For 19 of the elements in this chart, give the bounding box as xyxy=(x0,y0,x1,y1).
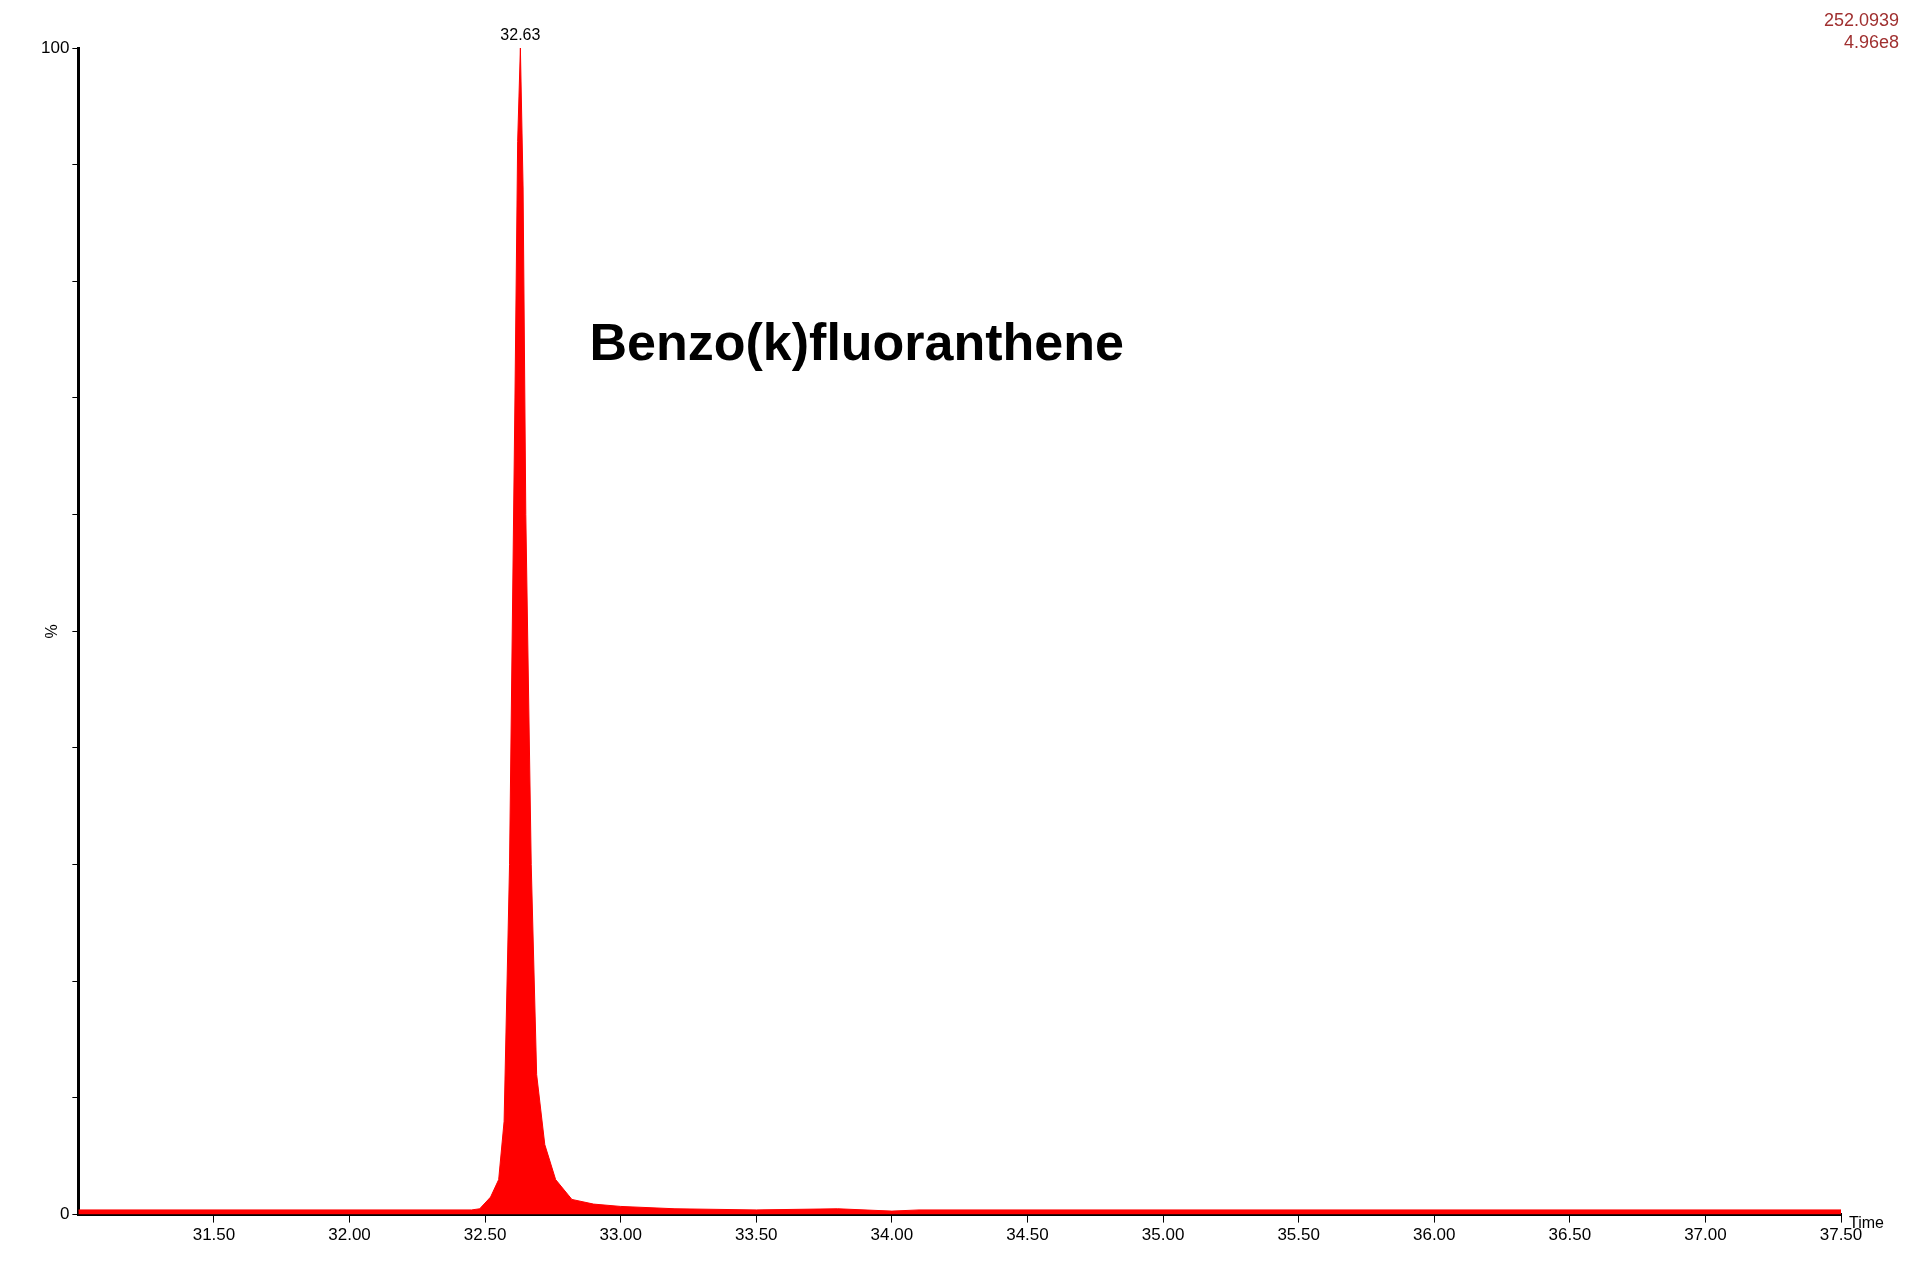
x-tick-label: 37.00 xyxy=(1684,1225,1727,1245)
x-tick-label: 35.50 xyxy=(1277,1225,1320,1245)
x-tick-label: 36.50 xyxy=(1548,1225,1592,1245)
x-tick-label: 32.50 xyxy=(463,1225,507,1245)
y-tick-label: 100 xyxy=(40,37,70,57)
y-tick-label: 0 xyxy=(59,1204,70,1224)
x-tick-label: 33.50 xyxy=(735,1225,778,1245)
text: 4.96e8 xyxy=(1843,31,1899,52)
x-tick-label: 34.50 xyxy=(1006,1225,1049,1245)
x-tick-label: 32.00 xyxy=(328,1225,371,1245)
y-axis-title: % xyxy=(42,624,60,639)
x-tick-label: 31.50 xyxy=(192,1225,236,1245)
x-tick-label: 35.00 xyxy=(1141,1225,1185,1245)
annotation: 32.63 xyxy=(500,26,541,44)
x-tick-label: 33.00 xyxy=(599,1225,642,1245)
annotation: Benzo(k)fluoranthene xyxy=(589,312,1124,371)
text: 252.0939 xyxy=(1823,9,1899,30)
x-tick-label: 34.00 xyxy=(870,1225,914,1245)
x-tick-label: 36.00 xyxy=(1412,1225,1456,1245)
